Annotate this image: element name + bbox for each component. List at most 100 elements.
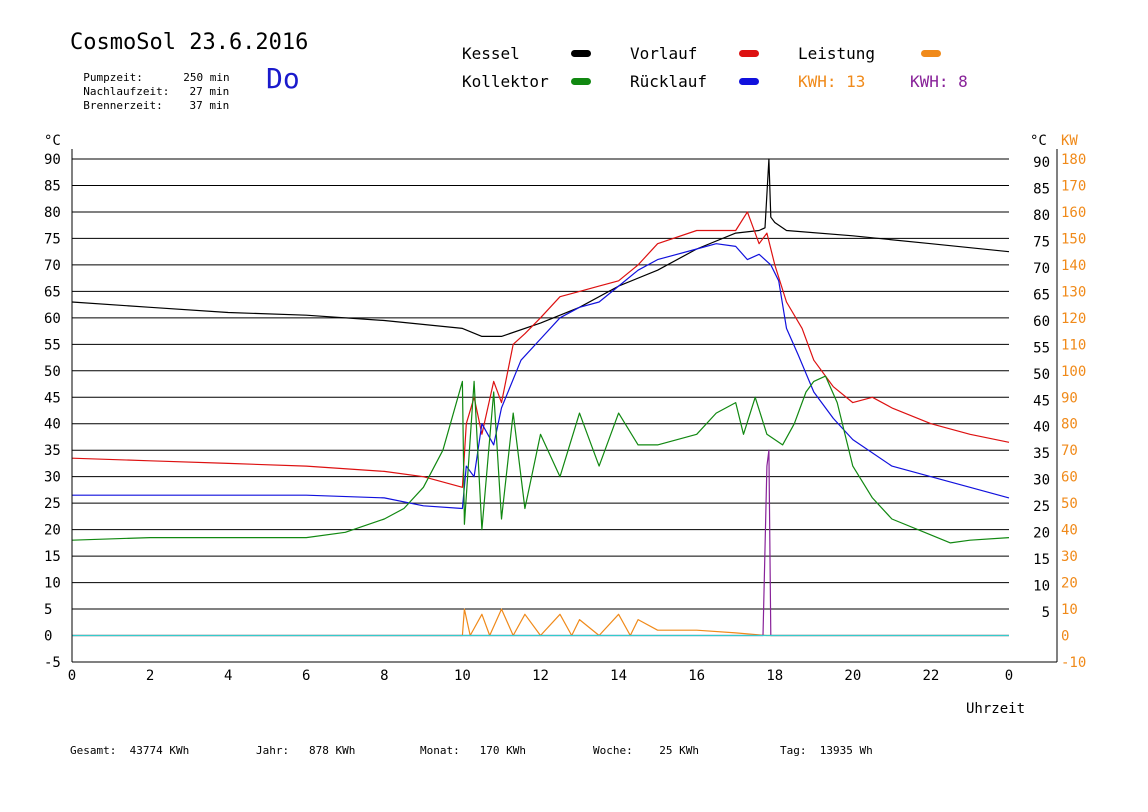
y-tick-label-left: 0 — [44, 629, 52, 645]
y-tick-label-right-kw: 140 — [1061, 258, 1086, 274]
y-tick-label-left: 85 — [44, 178, 61, 194]
x-tick-label: 12 — [532, 668, 549, 684]
series-line-kollektor — [71, 375, 1010, 544]
y-tick-label-left: 55 — [44, 337, 61, 353]
series-line-leistung — [72, 608, 1009, 637]
info-brennerzeit: Brennerzeit: 37 min — [70, 86, 229, 112]
y-tick-label-right-c: 10 — [1033, 579, 1050, 595]
y-tick-label-right-c: 25 — [1033, 499, 1050, 515]
x-tick-label: 4 — [224, 668, 232, 684]
x-tick-label: 10 — [454, 668, 471, 684]
y-tick-label-right-kw: 120 — [1061, 311, 1086, 327]
y-tick-label-right-kw: 20 — [1061, 576, 1078, 592]
y-tick-label-left: 15 — [44, 549, 61, 565]
info-label: Nachlaufzeit: — [83, 85, 170, 98]
y-tick-label-left: 75 — [44, 231, 61, 247]
y-tick-label-left: 30 — [44, 470, 61, 486]
y-axis-right-unit-kw: KW — [1061, 133, 1078, 149]
footer-monat: Monat: 170 KWh — [420, 744, 526, 757]
x-tick-label: 8 — [380, 668, 388, 684]
info-label: Pumpzeit: — [83, 71, 143, 84]
y-tick-label-left: 45 — [44, 390, 61, 406]
y-tick-label-left: 5 — [44, 602, 52, 618]
y-tick-label-left: 10 — [44, 576, 61, 592]
info-label: Brennerzeit: — [83, 99, 163, 112]
legend-leistung-label: Leistung — [798, 44, 876, 63]
x-tick-label: 0 — [68, 668, 76, 684]
legend-kwh-leistung: KWH: 13 — [798, 72, 866, 91]
legend-kollektor-swatch — [571, 78, 591, 85]
y-tick-label-left: 80 — [44, 205, 61, 221]
y-tick-label-right-kw: 160 — [1061, 205, 1086, 221]
footer-gesamt: Gesamt: 43774 KWh — [70, 744, 190, 757]
chart-axes — [71, 149, 1058, 663]
legend-ruecklauf-swatch — [739, 78, 759, 85]
y-tick-label-right-c: 40 — [1033, 420, 1050, 436]
y-axis-left-unit: °C — [44, 133, 61, 149]
chart-tick-labels: -505101520253035404550556065707580859051… — [44, 152, 1086, 684]
series-line-vorlauf — [71, 211, 1010, 488]
y-tick-label-right-kw: 30 — [1061, 549, 1078, 565]
footer-woche: Woche: 25 KWh — [593, 744, 699, 757]
info-value: 250 min — [183, 71, 230, 84]
y-tick-label-left: 65 — [44, 284, 61, 300]
y-tick-label-right-c: 85 — [1033, 181, 1050, 197]
y-tick-label-left: 20 — [44, 523, 61, 539]
y-tick-label-right-kw: 80 — [1061, 417, 1078, 433]
y-tick-label-right-c: 65 — [1033, 287, 1050, 303]
x-tick-label: 14 — [610, 668, 627, 684]
y-tick-label-right-c: 80 — [1033, 208, 1050, 224]
x-tick-label: 0 — [1005, 668, 1013, 684]
y-tick-label-right-c: 75 — [1033, 234, 1050, 250]
y-tick-label-right-kw: 100 — [1061, 364, 1086, 380]
y-tick-label-right-c: 55 — [1033, 340, 1050, 356]
y-axis-right-unit-c: °C — [1030, 133, 1047, 149]
chart-grid — [72, 158, 1009, 637]
y-tick-label-right-kw: 10 — [1061, 602, 1078, 618]
legend-kessel-swatch — [571, 50, 591, 57]
y-tick-label-right-c: 70 — [1033, 261, 1050, 277]
y-tick-label-right-kw: 110 — [1061, 337, 1086, 353]
info-value: 27 min — [189, 85, 230, 98]
x-axis-label: Uhrzeit — [966, 701, 1026, 717]
y-tick-label-left: 25 — [44, 496, 61, 512]
series-line-kessel — [71, 158, 1010, 337]
y-tick-label-right-kw: -10 — [1061, 655, 1086, 671]
x-tick-label: 20 — [844, 668, 861, 684]
y-tick-label-right-kw: 70 — [1061, 443, 1078, 459]
y-tick-label-right-kw: 170 — [1061, 178, 1086, 194]
y-tick-label-right-c: 45 — [1033, 393, 1050, 409]
y-tick-label-right-kw: 0 — [1061, 629, 1069, 645]
y-tick-label-right-c: 60 — [1033, 314, 1050, 330]
weekday-label: Do — [266, 62, 300, 95]
x-tick-label: 2 — [146, 668, 154, 684]
y-tick-label-left: 70 — [44, 258, 61, 274]
y-tick-label-right-c: 35 — [1033, 446, 1050, 462]
legend-kwh-kollektor: KWH: 8 — [910, 72, 968, 91]
y-tick-label-left: 40 — [44, 417, 61, 433]
x-tick-label: 22 — [922, 668, 939, 684]
y-tick-label-right-kw: 40 — [1061, 523, 1078, 539]
legend-kollektor-label: Kollektor — [462, 72, 549, 91]
y-tick-label-right-c: 90 — [1033, 155, 1050, 171]
series-line-r-cklauf — [72, 243, 1010, 510]
y-tick-label-left: 50 — [44, 364, 61, 380]
y-tick-label-right-kw: 150 — [1061, 231, 1086, 247]
y-tick-label-left: 90 — [44, 152, 61, 168]
legend-leistung-swatch — [921, 50, 941, 57]
y-tick-label-right-c: 20 — [1033, 526, 1050, 542]
y-tick-label-right-kw: 180 — [1061, 152, 1086, 168]
info-nachlaufzeit: Nachlaufzeit: 27 min — [70, 72, 229, 98]
series-line-kollektor-pumpe — [72, 449, 1009, 637]
x-tick-label: 18 — [766, 668, 783, 684]
y-tick-label-left: 35 — [44, 443, 61, 459]
y-tick-label-right-kw: 50 — [1061, 496, 1078, 512]
y-tick-label-right-kw: 130 — [1061, 284, 1086, 300]
legend-ruecklauf-label: Rücklauf — [630, 72, 708, 91]
y-tick-label-left: -5 — [44, 655, 61, 671]
chart-series — [71, 158, 1010, 637]
info-pumpzeit: Pumpzeit: 250 min — [70, 58, 229, 84]
y-tick-label-right-kw: 90 — [1061, 390, 1078, 406]
x-tick-label: 6 — [302, 668, 310, 684]
